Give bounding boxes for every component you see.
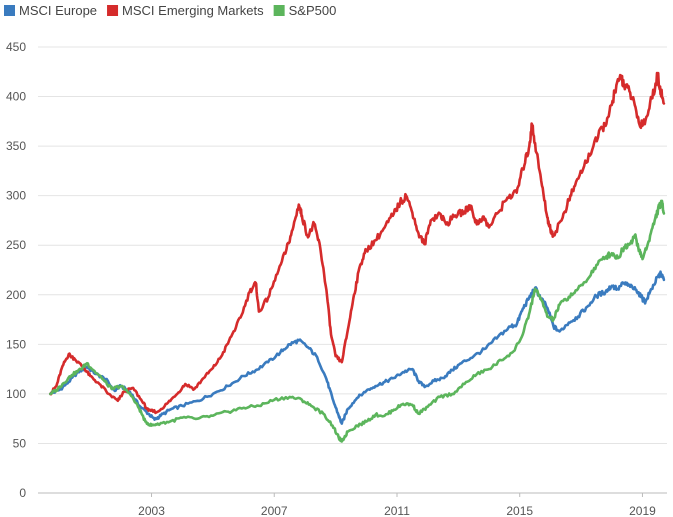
y-tick-label: 200 — [6, 288, 26, 302]
x-axis-ticks: 2003 2007 2011 2015 2019 — [138, 493, 656, 517]
legend-label: MSCI Emerging Markets — [122, 3, 264, 18]
series-line-msci-emerging-markets — [49, 71, 666, 415]
y-tick-label: 150 — [6, 337, 26, 351]
series-line-s-p500 — [49, 199, 666, 443]
gridlines — [38, 46, 667, 444]
y-tick-label: 100 — [6, 387, 26, 401]
y-tick-label: 450 — [6, 40, 26, 54]
legend-swatch — [107, 5, 119, 16]
x-tick-label: 2003 — [138, 504, 165, 517]
legend: MSCI Europe MSCI Emerging Markets S&P500 — [4, 3, 336, 18]
y-axis-ticks: 0 50 100 150 200 250 300 350 400 450 — [6, 40, 26, 500]
legend-label: S&P500 — [289, 3, 337, 18]
legend-swatch — [4, 5, 15, 16]
x-tick-label: 2007 — [261, 504, 288, 517]
y-tick-label: 400 — [6, 90, 26, 104]
legend-swatch — [273, 5, 285, 16]
x-tick-label: 2011 — [384, 504, 410, 517]
y-tick-label: 0 — [19, 486, 26, 500]
y-tick-label: 300 — [6, 189, 26, 203]
y-tick-label: 250 — [6, 238, 26, 252]
series-lines — [49, 71, 666, 443]
legend-label: MSCI Europe — [19, 3, 97, 18]
y-tick-label: 350 — [6, 139, 26, 153]
x-tick-label: 2019 — [629, 504, 656, 517]
series-line-msci-europe — [49, 270, 666, 425]
y-tick-label: 50 — [13, 436, 27, 450]
x-tick-label: 2015 — [506, 504, 533, 517]
